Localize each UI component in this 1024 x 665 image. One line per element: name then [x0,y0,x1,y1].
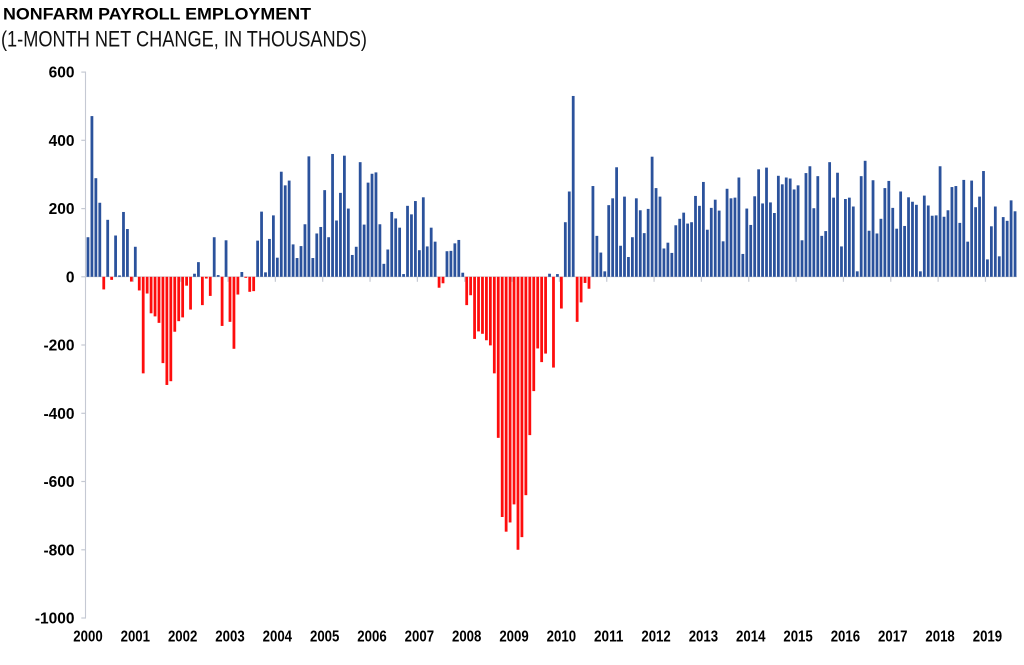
svg-text:2019: 2019 [973,629,1003,646]
svg-text:-200: -200 [43,338,74,355]
svg-text:600: 600 [49,65,75,82]
svg-text:2005: 2005 [310,629,340,646]
svg-text:2001: 2001 [121,629,151,646]
svg-text:2009: 2009 [499,629,529,646]
svg-text:2004: 2004 [263,629,293,646]
svg-text:400: 400 [49,133,75,150]
svg-text:(1-MONTH NET CHANGE, IN THOUSA: (1-MONTH NET CHANGE, IN THOUSANDS) [1,27,367,52]
svg-text:2011: 2011 [594,629,624,646]
svg-text:-600: -600 [43,474,74,491]
svg-text:2007: 2007 [405,629,434,646]
svg-text:-800: -800 [43,542,74,559]
svg-text:-1000: -1000 [35,611,75,628]
svg-text:-400: -400 [43,406,74,423]
svg-text:NONFARM PAYROLL EMPLOYMENT: NONFARM PAYROLL EMPLOYMENT [3,5,312,24]
svg-text:2008: 2008 [452,629,482,646]
svg-text:2003: 2003 [215,629,245,646]
svg-text:2017: 2017 [878,629,907,646]
svg-text:0: 0 [66,269,75,286]
svg-text:2012: 2012 [641,629,670,646]
svg-text:2015: 2015 [783,629,813,646]
svg-text:2006: 2006 [357,629,387,646]
svg-text:2010: 2010 [547,629,576,646]
svg-text:2018: 2018 [925,629,955,646]
svg-text:2002: 2002 [168,629,197,646]
svg-text:2013: 2013 [689,629,719,646]
svg-text:2014: 2014 [736,629,766,646]
svg-text:2016: 2016 [831,629,861,646]
svg-text:200: 200 [49,201,75,218]
svg-text:2000: 2000 [73,629,102,646]
